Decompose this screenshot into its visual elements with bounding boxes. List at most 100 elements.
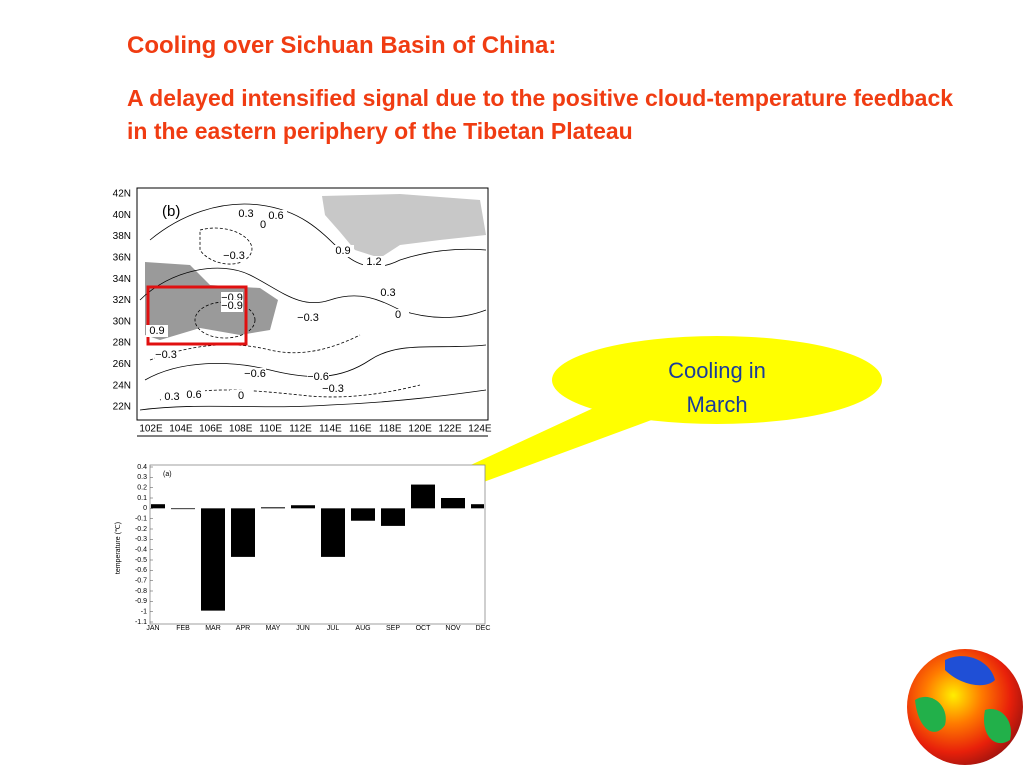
globe-land bbox=[984, 709, 1011, 744]
map-panel-label: (b) bbox=[162, 203, 180, 220]
y-tick-label: -0.3 bbox=[135, 536, 147, 543]
lat-label: 36N bbox=[113, 253, 131, 264]
callout-bubble bbox=[552, 336, 882, 424]
bar bbox=[231, 508, 255, 557]
contour-label: −0.9 bbox=[221, 300, 243, 312]
lat-label: 28N bbox=[113, 338, 131, 349]
y-tick-label: -0.2 bbox=[135, 526, 147, 533]
lat-label: 42N bbox=[113, 189, 131, 200]
lon-label: 112E bbox=[289, 424, 312, 435]
x-tick-label: DEC bbox=[476, 625, 491, 632]
y-tick-label: 0.1 bbox=[137, 495, 147, 502]
bar bbox=[321, 508, 345, 557]
contour-label-bg bbox=[161, 391, 183, 403]
contour-label-bg bbox=[230, 390, 252, 402]
y-axis-label: temperature (℃) bbox=[115, 522, 122, 574]
lon-label: 106E bbox=[199, 424, 223, 435]
contour-label: 0.3 bbox=[238, 208, 253, 220]
contour-label-bg bbox=[322, 383, 344, 395]
lon-label: 120E bbox=[408, 424, 432, 435]
x-tick-label: NOV bbox=[445, 625, 461, 632]
contour-label-bg bbox=[252, 219, 274, 231]
bar bbox=[411, 484, 435, 509]
contour-label: 0.6 bbox=[268, 210, 283, 222]
y-tick-label: -0.7 bbox=[135, 578, 147, 585]
contour-label-bg bbox=[221, 300, 243, 312]
contour-label: 0.9 bbox=[335, 245, 350, 257]
y-tick-label: -0.4 bbox=[135, 547, 147, 554]
x-tick-label: SEP bbox=[386, 625, 400, 632]
lat-label: 34N bbox=[113, 274, 131, 285]
contour-label-bg bbox=[377, 287, 399, 299]
y-tick-label: -0.5 bbox=[135, 557, 147, 564]
bar bbox=[441, 498, 465, 509]
lon-label: 122E bbox=[438, 424, 462, 435]
lon-label: 114E bbox=[319, 424, 342, 435]
map-frame bbox=[136, 187, 489, 421]
x-tick-label: MAR bbox=[205, 625, 221, 632]
slide-title: Cooling over Sichuan Basin of China: bbox=[127, 32, 557, 59]
contour-label: −0.6 bbox=[244, 368, 266, 380]
y-tick-label: -1 bbox=[141, 609, 147, 616]
lat-label: 38N bbox=[113, 231, 131, 242]
highlight-box bbox=[146, 285, 248, 346]
x-tick-label: AUG bbox=[355, 625, 370, 632]
contour-label: 0 bbox=[260, 219, 266, 231]
y-tick-label: -0.6 bbox=[135, 567, 147, 574]
contour-label: 1.2 bbox=[366, 256, 381, 268]
y-tick-label: 0.3 bbox=[137, 474, 147, 481]
y-tick-label: -1.1 bbox=[135, 619, 147, 626]
contour-label-bg bbox=[146, 325, 168, 337]
bar bbox=[171, 508, 195, 510]
x-tick-label: OCT bbox=[416, 625, 432, 632]
lat-label: 26N bbox=[113, 359, 131, 370]
contour-label: 0.9 bbox=[149, 325, 164, 337]
bar bbox=[381, 508, 405, 526]
contour-label-bg bbox=[387, 309, 409, 321]
bar bbox=[351, 508, 375, 521]
y-tick-label: 0.4 bbox=[137, 464, 147, 471]
contour-label: −0.3 bbox=[322, 383, 344, 395]
lon-label: 116E bbox=[349, 424, 372, 435]
bar bbox=[201, 508, 225, 611]
lat-label: 30N bbox=[113, 316, 131, 327]
lon-label: 124E bbox=[468, 424, 492, 435]
callout-text: Cooling in March bbox=[668, 358, 766, 417]
bar bbox=[291, 505, 315, 509]
contour-label: 0.3 bbox=[380, 287, 395, 299]
x-tick-label: JUL bbox=[327, 625, 340, 632]
lon-label: 110E bbox=[259, 424, 282, 435]
contour-label-bg bbox=[244, 368, 266, 380]
y-tick-label: 0 bbox=[143, 505, 147, 512]
bar bbox=[151, 504, 165, 509]
x-tick-label: FEB bbox=[176, 625, 190, 632]
x-tick-label: MAY bbox=[266, 625, 281, 632]
panel-label: (a) bbox=[163, 471, 172, 478]
lon-label: 108E bbox=[229, 424, 253, 435]
globe-land bbox=[915, 696, 946, 732]
lon-label: 102E bbox=[139, 424, 163, 435]
y-tick-label: -0.8 bbox=[135, 588, 147, 595]
contour-label: −0.6 bbox=[307, 371, 329, 383]
x-tick-label: APR bbox=[236, 625, 250, 632]
bar bbox=[471, 504, 484, 509]
contour-label: 0 bbox=[238, 390, 244, 402]
contour-label-bg bbox=[332, 245, 354, 257]
contour-label-bg bbox=[223, 250, 245, 262]
contour-label: −0.3 bbox=[155, 349, 177, 361]
x-tick-label: JUN bbox=[296, 625, 310, 632]
lat-label: 22N bbox=[113, 402, 131, 413]
contour-label-bg bbox=[297, 312, 319, 324]
lon-label: 118E bbox=[379, 424, 402, 435]
contour-label-bg bbox=[155, 349, 177, 361]
contour-label: −0.3 bbox=[297, 312, 319, 324]
contour-label: 0.3 bbox=[164, 391, 179, 403]
x-tick-label: JAN bbox=[146, 625, 159, 632]
lat-label: 32N bbox=[113, 295, 131, 306]
lat-label: 40N bbox=[113, 210, 131, 221]
globe-ocean bbox=[945, 656, 995, 686]
contour-label-bg bbox=[235, 208, 257, 220]
contour-label-bg bbox=[183, 389, 205, 401]
